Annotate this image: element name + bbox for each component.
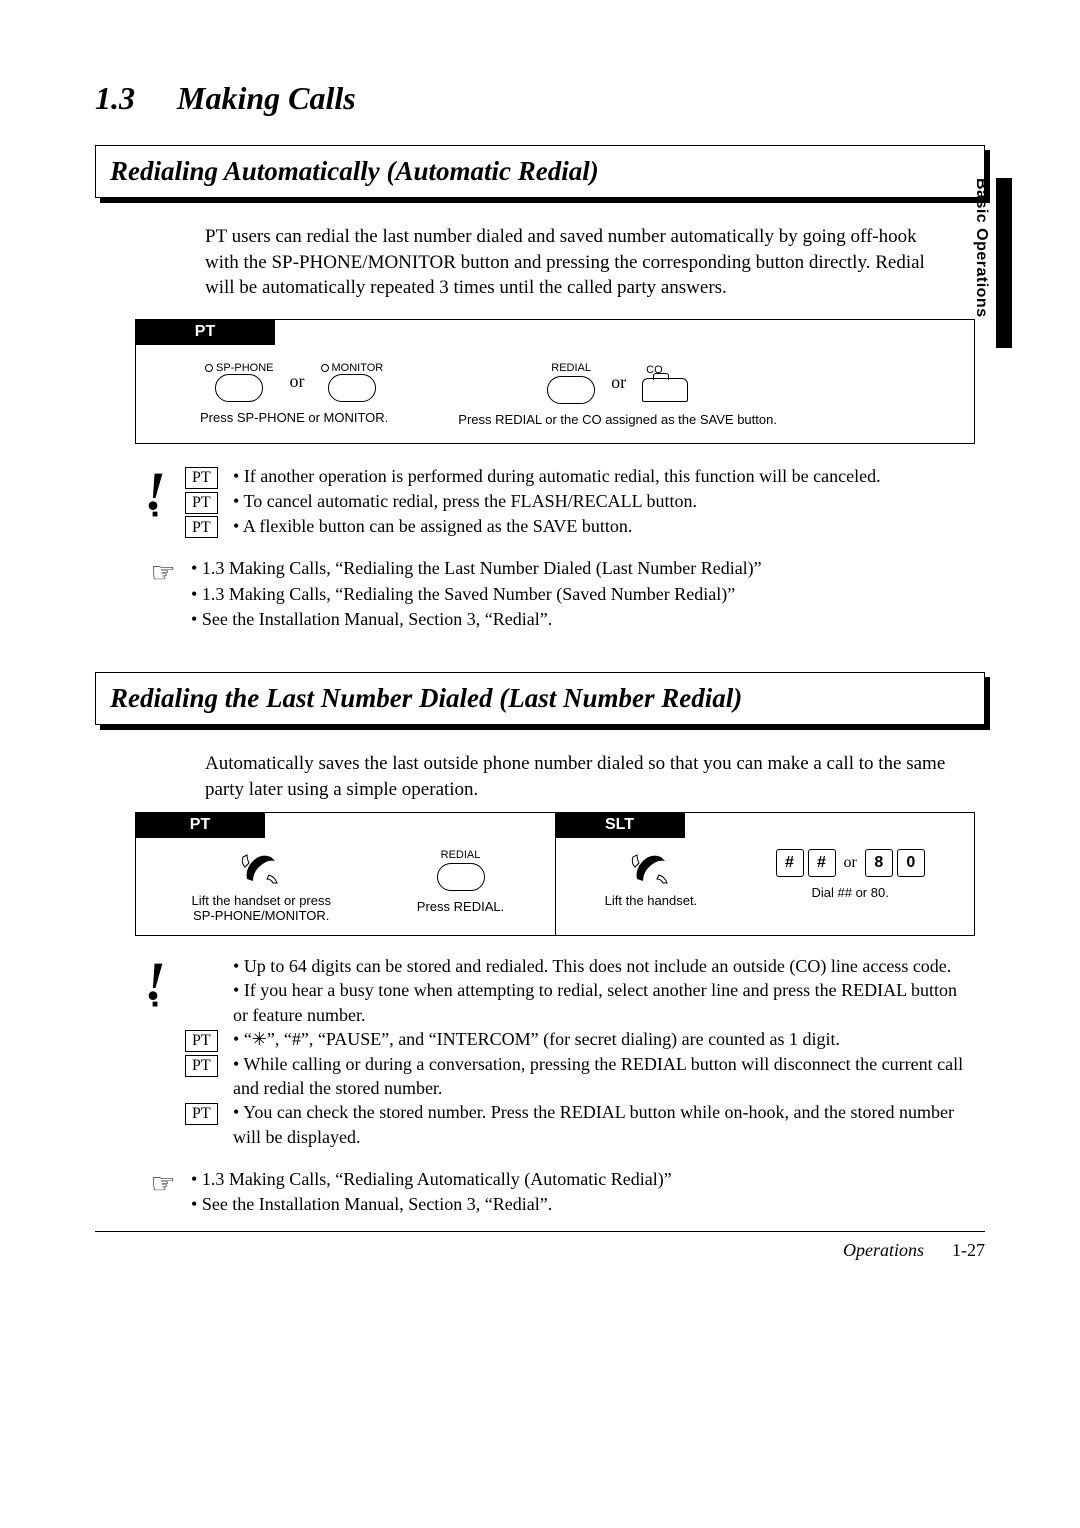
- page-footer: Operations 1-27: [95, 1240, 985, 1261]
- or-text: or: [844, 854, 857, 872]
- caption-left: Press SP-PHONE or MONITOR.: [200, 410, 388, 425]
- subsection-title: Redialing the Last Number Dialed (Last N…: [110, 683, 970, 714]
- section-number: 1.3: [95, 80, 135, 116]
- caption-right: Press REDIAL or the CO assigned as the S…: [458, 412, 777, 427]
- note-item: PTYou can check the stored number. Press…: [185, 1100, 975, 1149]
- intro-paragraph: Automatically saves the last outside pho…: [205, 751, 955, 802]
- ref-item: See the Installation Manual, Section 3, …: [191, 1192, 672, 1217]
- monitor-button-icon: [328, 374, 376, 402]
- caption: Lift the handset or press SP-PHONE/MONIT…: [186, 893, 336, 923]
- subsection-box-last-number: Redialing the Last Number Dialed (Last N…: [95, 672, 985, 725]
- subsection-box-auto-redial: Redialing Automatically (Automatic Redia…: [95, 145, 985, 198]
- pt-tag: PT: [185, 492, 218, 514]
- ref-item: 1.3 Making Calls, “Redialing the Last Nu…: [191, 556, 762, 581]
- redial-button-icon: [547, 376, 595, 404]
- keycap-hash: #: [808, 849, 836, 877]
- or-text: or: [290, 371, 305, 392]
- sp-phone-button-icon: [215, 374, 263, 402]
- exclaim-icon: !: [135, 464, 175, 538]
- note-item: PTTo cancel automatic redial, press the …: [185, 489, 975, 514]
- footer-label: Operations: [843, 1240, 924, 1261]
- keycap-0: 0: [897, 849, 925, 877]
- section-heading: 1.3 Making Calls: [95, 80, 985, 117]
- keycap-8: 8: [865, 849, 893, 877]
- side-tab: Basic Operations: [972, 178, 1012, 348]
- sp-phone-led-label: SP-PHONE: [205, 362, 273, 374]
- note-item: PTA flexible button can be assigned as t…: [185, 514, 975, 539]
- note-item: PTWhile calling or during a conversation…: [185, 1052, 975, 1101]
- hand-icon: ☞: [135, 1167, 191, 1197]
- procedure-tab: PT: [135, 319, 275, 345]
- note-item: Up to 64 digits can be stored and redial…: [185, 954, 975, 978]
- redial-button-icon: [437, 863, 485, 891]
- note-item: PT“✳”, “#”, “PAUSE”, and “INTERCOM” (for…: [185, 1027, 975, 1052]
- intro-paragraph: PT users can redial the last number dial…: [205, 224, 955, 301]
- hand-icon: ☞: [135, 556, 191, 586]
- footer-rule: [95, 1231, 985, 1232]
- keycap-hash: #: [776, 849, 804, 877]
- reference-block: ☞ 1.3 Making Calls, “Redialing the Last …: [135, 556, 985, 632]
- pt-tag: PT: [185, 467, 218, 489]
- section-title: Making Calls: [177, 80, 356, 116]
- footer-page: 1-27: [952, 1240, 985, 1261]
- pt-tag: PT: [185, 1030, 218, 1052]
- monitor-led-label: MONITOR: [321, 362, 384, 374]
- redial-label: REDIAL: [441, 849, 481, 861]
- pt-tag: PT: [185, 1055, 218, 1077]
- procedure-box-pt: PT SP-PHONE or MONITOR Press SP-PHONE or…: [135, 319, 975, 444]
- procedure-tab-slt: SLT: [555, 812, 685, 838]
- notes-block: ! Up to 64 digits can be stored and redi…: [135, 954, 975, 1149]
- co-button-icon: [642, 378, 688, 402]
- subsection-title: Redialing Automatically (Automatic Redia…: [110, 156, 970, 187]
- redial-label: REDIAL: [551, 362, 591, 374]
- ref-item: 1.3 Making Calls, “Redialing the Saved N…: [191, 582, 762, 607]
- caption: Press REDIAL.: [417, 899, 504, 914]
- exclaim-icon: !: [135, 954, 175, 1149]
- or-text: or: [611, 372, 626, 393]
- procedure-box-dual: PT Lift the handset or press SP-PHONE/MO…: [135, 812, 975, 936]
- ref-item: 1.3 Making Calls, “Redialing Automatical…: [191, 1167, 672, 1192]
- handset-icon: [629, 849, 673, 885]
- pt-tag: PT: [185, 1103, 218, 1125]
- reference-block: ☞ 1.3 Making Calls, “Redialing Automatic…: [135, 1167, 985, 1217]
- caption: Lift the handset.: [605, 893, 698, 908]
- notes-block: ! PTIf another operation is performed du…: [135, 464, 975, 538]
- procedure-tab-pt: PT: [135, 812, 265, 838]
- caption: Dial ## or 80.: [812, 885, 889, 900]
- note-item: PTIf another operation is performed duri…: [185, 464, 975, 489]
- handset-icon: [239, 849, 283, 885]
- ref-item: See the Installation Manual, Section 3, …: [191, 607, 762, 632]
- pt-tag: PT: [185, 516, 218, 538]
- note-item: If you hear a busy tone when attempting …: [185, 978, 975, 1027]
